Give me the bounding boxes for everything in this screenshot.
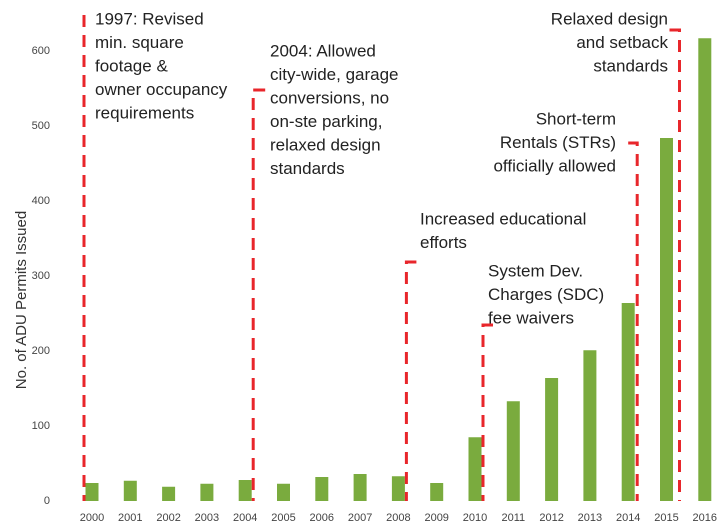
bar: [238, 480, 252, 501]
y-tick-label: 200: [32, 345, 50, 357]
x-tick-label: 2000: [80, 512, 104, 524]
annotation-text: standards: [593, 56, 668, 75]
bar: [85, 483, 99, 501]
bar: [545, 378, 559, 501]
bar: [277, 483, 290, 501]
annotation-text: Short-term: [536, 109, 616, 128]
x-tick-label: 2008: [386, 512, 410, 524]
x-tick-label: 2003: [195, 512, 219, 524]
annotation-text: officially allowed: [493, 156, 616, 175]
bar: [468, 437, 482, 501]
x-tick-label: 2005: [271, 512, 295, 524]
x-tick-label: 2010: [463, 512, 487, 524]
x-tick-label: 2006: [310, 512, 334, 524]
bar: [200, 483, 214, 501]
x-tick-label: 2001: [118, 512, 142, 524]
bar: [583, 350, 597, 501]
annotation-line: [669, 28, 681, 501]
y-tick-label: 100: [32, 420, 50, 432]
y-tick-label: 0: [44, 495, 50, 507]
annotation-text: efforts: [420, 233, 467, 252]
y-axis-title: No. of ADU Permits Issued: [13, 211, 30, 389]
x-tick-label: 2009: [424, 512, 448, 524]
annotation-text: and setback: [576, 33, 668, 52]
y-tick-label: 400: [32, 195, 50, 207]
annotation-text: Charges (SDC): [488, 285, 604, 304]
annotation-text: standards: [270, 159, 345, 178]
x-tick-label: 2002: [156, 512, 180, 524]
bar: [660, 138, 673, 501]
x-tick-label: 2011: [501, 512, 525, 524]
x-tick-label: 2014: [616, 512, 640, 524]
annotation-line: [481, 323, 493, 501]
x-tick-label: 2013: [578, 512, 602, 524]
annotation-text: min. square: [95, 33, 184, 52]
annotation-text: footage &: [95, 56, 168, 75]
bar: [506, 401, 520, 501]
annotation-line: [404, 260, 417, 501]
annotation-text: requirements: [95, 103, 194, 122]
bar: [162, 486, 176, 501]
bar: [315, 477, 329, 501]
annotation-text: on-ste parking,: [270, 112, 382, 131]
x-tick-label: 2016: [693, 512, 717, 524]
annotation-text: System Dev.: [488, 261, 583, 280]
annotation-text: conversions, no: [270, 88, 389, 107]
bar: [621, 303, 635, 501]
annotation-text: 1997: Revised: [95, 9, 204, 28]
x-tick-label: 2004: [233, 512, 257, 524]
annotation-text: Rentals (STRs): [500, 133, 616, 152]
annotation-text: relaxed design: [270, 135, 381, 154]
bar: [698, 38, 712, 501]
annotation-text: Relaxed design: [551, 9, 668, 28]
annotation-line: [628, 141, 639, 501]
bar: [353, 474, 367, 501]
x-tick-label: 2007: [348, 512, 372, 524]
bar: [123, 480, 137, 501]
annotation-text: fee waivers: [488, 308, 574, 327]
bar: [430, 483, 444, 501]
y-tick-label: 500: [32, 120, 50, 132]
y-tick-label: 300: [32, 270, 50, 282]
bar: [391, 476, 405, 501]
y-tick-label: 600: [32, 45, 50, 57]
annotation-line: [251, 88, 266, 501]
annotation-text: Increased educational: [420, 209, 586, 228]
x-tick-label: 2012: [539, 512, 563, 524]
annotation-text: city-wide, garage: [270, 65, 399, 84]
annotation-text: 2004: Allowed: [270, 41, 376, 60]
x-tick-label: 2015: [654, 512, 678, 524]
annotation-text: owner occupancy: [95, 80, 228, 99]
